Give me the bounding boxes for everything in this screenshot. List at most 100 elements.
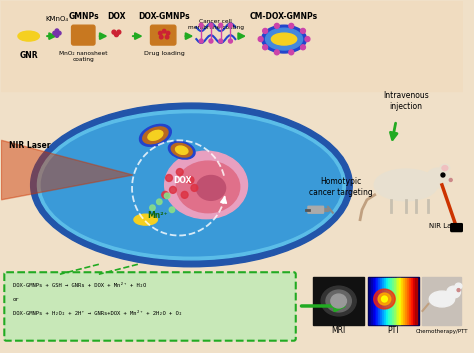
Circle shape <box>166 31 170 35</box>
Bar <box>400 278 401 324</box>
Circle shape <box>176 169 183 175</box>
Ellipse shape <box>378 293 391 305</box>
Circle shape <box>55 29 59 32</box>
Circle shape <box>169 207 175 213</box>
Ellipse shape <box>272 33 297 45</box>
Bar <box>369 278 371 324</box>
Bar <box>388 278 390 324</box>
Text: Drug loading: Drug loading <box>144 51 184 56</box>
Circle shape <box>263 29 267 34</box>
Circle shape <box>199 23 203 27</box>
Ellipse shape <box>331 294 346 308</box>
Text: DOX: DOX <box>107 12 126 21</box>
FancyBboxPatch shape <box>308 206 324 213</box>
Circle shape <box>162 191 169 198</box>
Circle shape <box>55 34 59 37</box>
FancyBboxPatch shape <box>151 25 176 45</box>
Text: NIR Laser: NIR Laser <box>429 223 463 229</box>
Circle shape <box>156 199 162 205</box>
Text: Homotypic
cancer targeting: Homotypic cancer targeting <box>309 178 373 197</box>
Bar <box>382 278 384 324</box>
Circle shape <box>165 35 169 39</box>
Text: DOX-GMNPs + GSH → GNRs + DOX + Mn²⁺ + H₂O: DOX-GMNPs + GSH → GNRs + DOX + Mn²⁺ + H₂… <box>13 283 146 288</box>
Ellipse shape <box>374 169 438 201</box>
Circle shape <box>114 32 118 37</box>
Circle shape <box>289 23 294 28</box>
Text: Mn²⁺: Mn²⁺ <box>147 211 168 220</box>
Text: DOX-GMNPs + H₂O₂ + 2H⁺ → GNRs+DOX + Mn²⁺ + 2H₂O + O₂: DOX-GMNPs + H₂O₂ + 2H⁺ → GNRs+DOX + Mn²⁺… <box>13 311 182 316</box>
Ellipse shape <box>171 143 192 157</box>
Ellipse shape <box>442 166 448 170</box>
Circle shape <box>449 179 452 181</box>
Circle shape <box>263 45 267 50</box>
Circle shape <box>170 186 176 193</box>
Bar <box>368 277 419 325</box>
Bar <box>374 278 377 324</box>
Bar <box>415 278 417 324</box>
Circle shape <box>289 50 294 55</box>
Circle shape <box>199 39 203 43</box>
Bar <box>394 278 396 324</box>
Circle shape <box>301 45 305 50</box>
Bar <box>409 278 411 324</box>
Text: MRI: MRI <box>331 326 346 335</box>
Bar <box>422 277 462 325</box>
Circle shape <box>228 39 232 43</box>
Circle shape <box>219 39 223 43</box>
Text: CM-DOX-GMNPs: CM-DOX-GMNPs <box>250 12 318 21</box>
Ellipse shape <box>164 151 247 219</box>
Circle shape <box>53 31 56 35</box>
Text: KMnO₄: KMnO₄ <box>46 16 69 22</box>
Text: Intravenous
injection: Intravenous injection <box>383 91 429 110</box>
Circle shape <box>181 191 188 198</box>
Circle shape <box>187 176 194 184</box>
Ellipse shape <box>321 286 356 316</box>
Text: or: or <box>13 297 19 302</box>
Circle shape <box>457 289 460 292</box>
Ellipse shape <box>134 214 157 225</box>
Ellipse shape <box>265 28 302 50</box>
Ellipse shape <box>139 124 171 146</box>
Bar <box>384 278 386 324</box>
Ellipse shape <box>326 290 351 312</box>
Ellipse shape <box>143 127 168 144</box>
Bar <box>396 278 398 324</box>
Circle shape <box>165 174 173 181</box>
Bar <box>407 278 409 324</box>
Bar <box>1 1 464 91</box>
Text: DOX: DOX <box>173 176 192 185</box>
Circle shape <box>274 50 279 55</box>
Circle shape <box>274 23 279 28</box>
Bar <box>411 278 413 324</box>
Circle shape <box>305 37 310 42</box>
Ellipse shape <box>18 31 39 41</box>
Text: PTI: PTI <box>387 326 399 335</box>
Bar <box>378 278 381 324</box>
Circle shape <box>117 30 121 34</box>
Bar <box>398 278 400 324</box>
Ellipse shape <box>455 283 462 289</box>
Ellipse shape <box>447 286 460 298</box>
Ellipse shape <box>168 141 195 159</box>
Bar <box>380 278 383 324</box>
Bar <box>386 278 388 324</box>
Ellipse shape <box>31 103 352 267</box>
Text: GMNPs: GMNPs <box>69 12 100 21</box>
Text: DOX-GMNPs: DOX-GMNPs <box>138 12 190 21</box>
Ellipse shape <box>175 146 188 154</box>
Bar <box>405 278 407 324</box>
FancyBboxPatch shape <box>451 224 463 232</box>
Bar <box>401 278 403 324</box>
Circle shape <box>301 29 305 34</box>
Ellipse shape <box>427 168 450 188</box>
Circle shape <box>441 173 445 177</box>
Ellipse shape <box>176 161 240 213</box>
Circle shape <box>258 37 263 42</box>
Circle shape <box>164 193 170 199</box>
Circle shape <box>112 30 116 34</box>
Ellipse shape <box>41 114 342 256</box>
Ellipse shape <box>440 164 450 172</box>
Ellipse shape <box>262 25 307 53</box>
Text: Cancer cell
membrane coating: Cancer cell membrane coating <box>188 19 244 30</box>
Ellipse shape <box>374 289 395 309</box>
